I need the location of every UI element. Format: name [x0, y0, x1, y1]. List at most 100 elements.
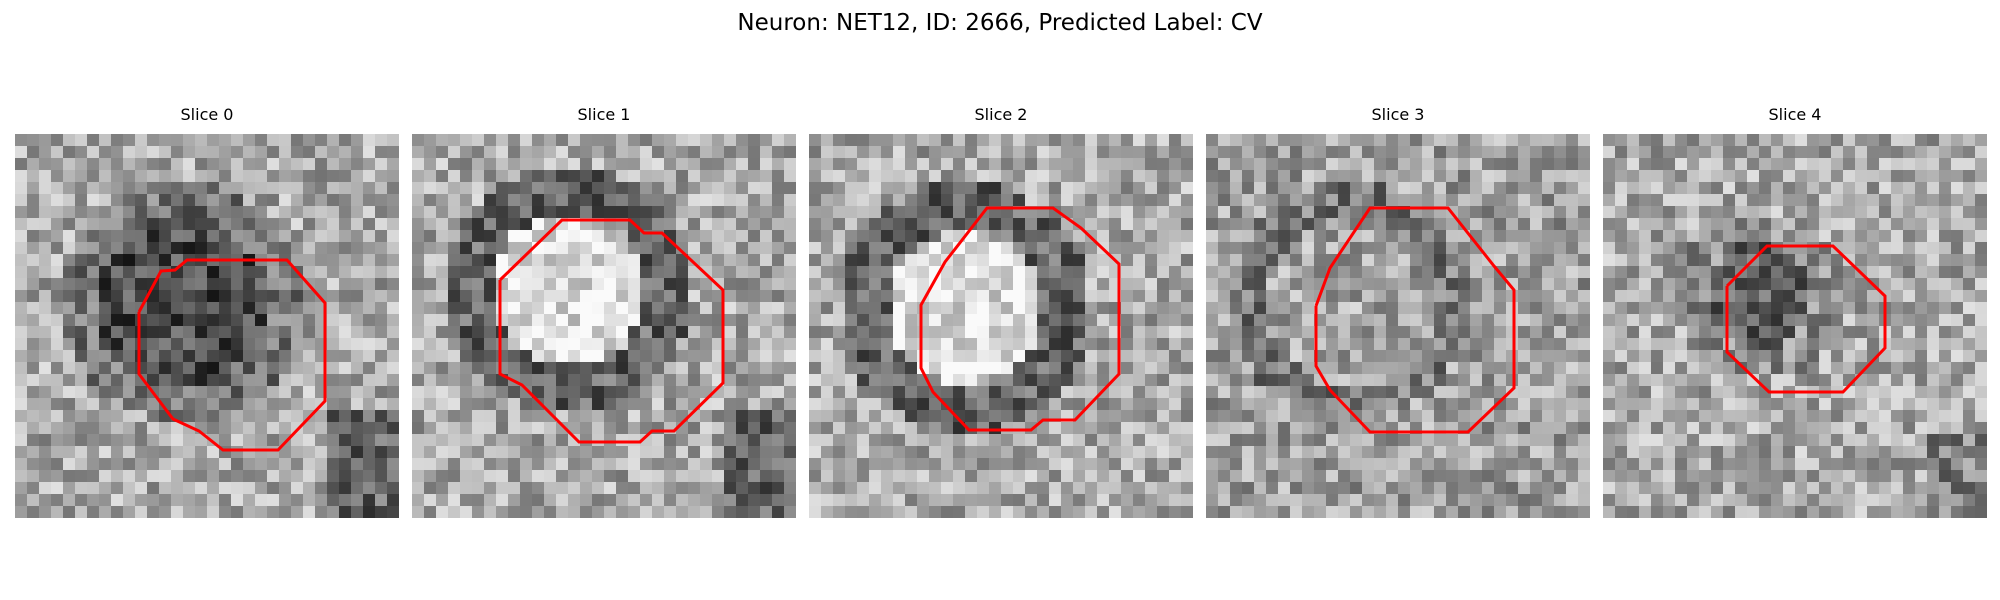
pixel [1350, 338, 1362, 350]
pixel [1133, 158, 1145, 170]
pixel [219, 278, 231, 290]
pixel [39, 362, 51, 374]
pixel [1097, 398, 1109, 410]
pixel [833, 326, 845, 338]
pixel [1073, 350, 1085, 362]
pixel [496, 158, 508, 170]
pixel [941, 506, 953, 518]
pixel [1314, 158, 1326, 170]
pixel [1915, 206, 1927, 218]
pixel [1073, 458, 1085, 470]
pixel [1242, 398, 1254, 410]
pixel [472, 326, 484, 338]
pixel [1133, 278, 1145, 290]
pixel [1133, 386, 1145, 398]
pixel [424, 254, 436, 266]
pixel [183, 350, 195, 362]
pixel [1025, 302, 1037, 314]
pixel [135, 422, 147, 434]
pixel [1663, 386, 1675, 398]
pixel [1530, 242, 1542, 254]
pixel [1903, 398, 1915, 410]
pixel [472, 398, 484, 410]
pixel [1627, 206, 1639, 218]
pixel [1049, 146, 1061, 158]
pixel [1482, 278, 1494, 290]
pixel [1891, 410, 1903, 422]
pixel [1218, 494, 1230, 506]
pixel [1049, 362, 1061, 374]
pixel [1290, 434, 1302, 446]
pixel [135, 158, 147, 170]
pixel [1711, 242, 1723, 254]
pixel [676, 182, 688, 194]
pixel [315, 146, 327, 158]
pixel [1109, 206, 1121, 218]
pixel [1422, 254, 1434, 266]
pixel [628, 314, 640, 326]
pixel [147, 470, 159, 482]
pixel [1554, 482, 1566, 494]
pixel [1001, 182, 1013, 194]
pixel [1109, 470, 1121, 482]
pixel [712, 134, 724, 146]
pixel [1398, 494, 1410, 506]
pixel [1181, 374, 1193, 386]
pixel [1350, 266, 1362, 278]
pixel [1121, 194, 1133, 206]
pixel [291, 206, 303, 218]
pixel [1242, 362, 1254, 374]
pixel [1458, 434, 1470, 446]
pixel [1434, 350, 1446, 362]
pixel [881, 194, 893, 206]
pixel [1627, 290, 1639, 302]
pixel [1290, 146, 1302, 158]
pixel [1819, 290, 1831, 302]
pixel [1518, 410, 1530, 422]
pixel [243, 134, 255, 146]
pixel [448, 314, 460, 326]
pixel [39, 254, 51, 266]
pixel [748, 422, 760, 434]
pixel [1482, 242, 1494, 254]
pixel [893, 194, 905, 206]
pixel [472, 338, 484, 350]
pixel [279, 278, 291, 290]
pixel [1121, 494, 1133, 506]
pixel [941, 326, 953, 338]
pixel [1350, 398, 1362, 410]
pixel [736, 398, 748, 410]
pixel [917, 446, 929, 458]
pixel [941, 470, 953, 482]
pixel [27, 278, 39, 290]
pixel [303, 206, 315, 218]
pixel [1506, 290, 1518, 302]
pixel [159, 206, 171, 218]
pixel [712, 314, 724, 326]
pixel [1169, 182, 1181, 194]
pixel [99, 434, 111, 446]
pixel [580, 326, 592, 338]
pixel [412, 206, 424, 218]
pixel [1951, 362, 1963, 374]
pixel [809, 302, 821, 314]
pixel [1554, 230, 1566, 242]
pixel [1975, 362, 1987, 374]
pixel [881, 410, 893, 422]
pixel [1218, 362, 1230, 374]
pixel [893, 230, 905, 242]
pixel [159, 194, 171, 206]
pixel [123, 146, 135, 158]
pixel [291, 446, 303, 458]
pixel [1326, 422, 1338, 434]
pixel [375, 254, 387, 266]
pixel [1542, 494, 1554, 506]
pixel [448, 482, 460, 494]
pixel [99, 242, 111, 254]
pixel [1494, 410, 1506, 422]
pixel [1831, 434, 1843, 446]
pixel [1157, 182, 1169, 194]
pixel [736, 158, 748, 170]
pixel [255, 242, 267, 254]
pixel [640, 290, 652, 302]
